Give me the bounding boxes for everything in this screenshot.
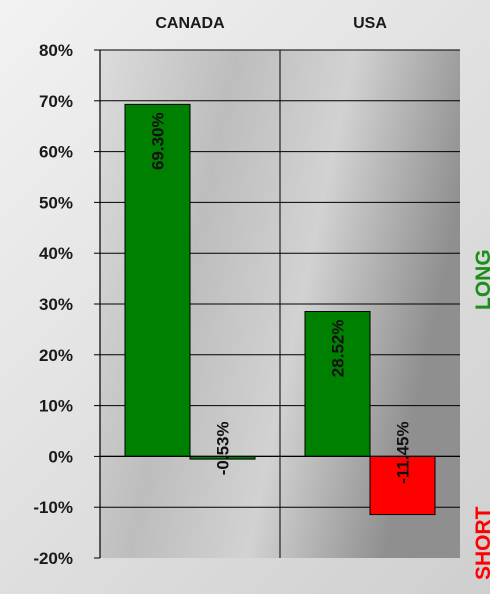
category-label: CANADA bbox=[155, 15, 225, 32]
data-label: 69.30% bbox=[149, 112, 168, 170]
axes bbox=[99, 50, 460, 558]
bar bbox=[124, 103, 191, 457]
y-tick-label: 20% bbox=[39, 346, 73, 365]
long-label: LONG bbox=[472, 249, 490, 310]
bar bbox=[369, 455, 436, 516]
bars bbox=[124, 103, 436, 516]
category-label: USA bbox=[353, 15, 387, 32]
y-tick-label: -20% bbox=[33, 549, 73, 568]
y-tick-label: 30% bbox=[39, 295, 73, 314]
y-tick-label: 50% bbox=[39, 193, 73, 212]
y-tick-label: 0% bbox=[48, 447, 73, 466]
y-tick-label: 80% bbox=[39, 41, 73, 60]
category-labels: CANADA USA bbox=[155, 15, 387, 32]
data-label: 28.52% bbox=[329, 320, 348, 378]
short-label: SHORT bbox=[472, 506, 490, 580]
bar bbox=[304, 311, 371, 457]
y-tick-labels: -20% -10% 0% 10% 20% 30% 40% 50% 60% 70% 80% bbox=[33, 41, 73, 568]
y-tick-label: -10% bbox=[33, 498, 73, 517]
y-tick-label: 40% bbox=[39, 244, 73, 263]
y-tick-label: 10% bbox=[39, 397, 73, 416]
data-label: -0.53% bbox=[214, 421, 233, 475]
data-label: -11.45% bbox=[394, 421, 413, 483]
y-tick-label: 70% bbox=[39, 92, 73, 111]
data-labels: 69.30% -0.53% 28.52% -11.45% bbox=[149, 112, 413, 483]
y-tick-label: 60% bbox=[39, 143, 73, 162]
